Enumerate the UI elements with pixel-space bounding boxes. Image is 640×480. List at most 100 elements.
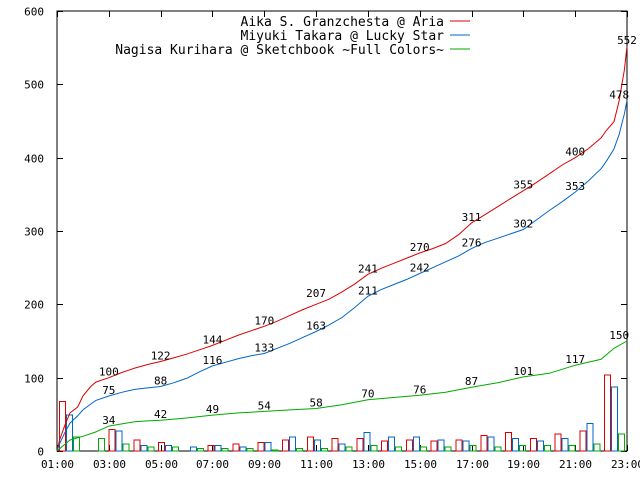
y-tick-label: 400 — [24, 153, 44, 166]
bar — [462, 440, 470, 452]
point-label: 70 — [361, 388, 374, 401]
point-label: 87 — [465, 375, 478, 388]
point-label: 163 — [306, 319, 326, 332]
bar — [313, 439, 321, 452]
bar — [140, 445, 148, 452]
x-tick-label: 01:00 — [41, 458, 74, 471]
x-tick-label: 23:00 — [611, 458, 640, 471]
bar — [395, 446, 403, 452]
point-label: 552 — [617, 34, 637, 47]
bar — [296, 448, 304, 452]
x-tick-label: 05:00 — [145, 458, 178, 471]
point-label: 75 — [102, 384, 115, 397]
bar-group — [59, 374, 626, 452]
bar — [257, 442, 265, 452]
bar — [505, 431, 513, 452]
series-line-0 — [56, 46, 628, 452]
point-label-group: 100 122 144 170 207 241 270 311 355 400 552 75 88 116… — [99, 34, 637, 427]
x-axis: 01:00 03:00 05:00 07:00 09:00 11:00 13:00 15:00… — [41, 11, 640, 471]
bar — [271, 449, 279, 452]
point-label: 170 — [254, 314, 274, 327]
point-label: 276 — [462, 237, 482, 250]
bar — [611, 386, 619, 452]
x-tick-label: 17:00 — [456, 458, 489, 471]
point-label: 49 — [206, 403, 219, 416]
bar — [487, 436, 495, 452]
bar — [108, 429, 116, 452]
y-tick-label: 100 — [24, 373, 44, 386]
bar — [561, 437, 569, 452]
point-label: 58 — [309, 396, 322, 409]
point-label: 117 — [565, 353, 585, 366]
point-label: 478 — [609, 88, 629, 101]
bar — [412, 436, 420, 452]
legend-label-1: Miyuki Takara @ Lucky Star — [241, 29, 445, 44]
bar — [214, 445, 222, 452]
bar — [207, 445, 215, 452]
bar — [239, 446, 247, 452]
point-label: 241 — [358, 262, 378, 275]
bar — [221, 448, 229, 452]
x-tick-label: 15:00 — [404, 458, 437, 471]
bar — [320, 448, 328, 452]
bar — [618, 433, 626, 452]
bar — [381, 440, 389, 452]
point-label: 133 — [254, 341, 274, 354]
bar — [289, 436, 297, 452]
bar — [59, 401, 66, 452]
point-label: 207 — [306, 287, 326, 300]
bar — [388, 436, 396, 452]
bar — [529, 437, 537, 452]
bar — [172, 446, 180, 452]
bar — [480, 434, 488, 452]
x-tick-label: 13:00 — [352, 458, 385, 471]
legend: Aika S. Granzchesta @ Aria Miyuki Takara… — [115, 15, 470, 58]
bar — [345, 446, 353, 452]
point-label: 353 — [565, 180, 585, 193]
bar — [543, 445, 551, 452]
bar — [232, 443, 240, 452]
bar — [430, 440, 438, 452]
bar — [519, 445, 527, 452]
y-tick-label: 300 — [24, 226, 44, 239]
point-label: 54 — [258, 399, 272, 412]
bar — [331, 437, 339, 452]
line-group — [56, 46, 628, 452]
point-label: 122 — [151, 350, 171, 363]
bar — [158, 442, 166, 452]
y-tick-label: 600 — [24, 6, 44, 19]
point-label: 311 — [462, 211, 482, 224]
bar — [97, 437, 105, 452]
bar — [196, 448, 204, 452]
bar — [455, 439, 463, 452]
bar — [419, 446, 427, 452]
bar — [586, 423, 594, 452]
series-line-1 — [56, 100, 628, 452]
y-tick-label: 500 — [24, 79, 44, 92]
bar — [593, 443, 601, 452]
bar — [579, 430, 587, 452]
bar — [133, 439, 141, 452]
legend-label-2: Nagisa Kurihara @ Sketchbook ~Full Color… — [115, 43, 444, 58]
y-tick-label: 0 — [37, 446, 44, 459]
x-tick-label: 07:00 — [196, 458, 229, 471]
point-label: 355 — [513, 179, 533, 192]
x-tick-label: 11:00 — [300, 458, 333, 471]
legend-entry: Aika S. Granzchesta @ Aria — [241, 15, 470, 30]
bar — [554, 433, 562, 452]
bar — [306, 436, 314, 452]
bar — [246, 448, 254, 452]
point-label: 211 — [358, 284, 378, 297]
point-label: 101 — [513, 365, 533, 378]
series-line-2 — [56, 340, 628, 452]
point-label: 400 — [565, 146, 585, 159]
bar — [494, 446, 502, 452]
point-label: 88 — [154, 374, 167, 387]
plot-frame — [56, 10, 628, 452]
point-label: 34 — [102, 414, 116, 427]
legend-label-0: Aika S. Granzchesta @ Aria — [241, 15, 445, 30]
bar — [512, 437, 520, 452]
bar — [264, 442, 272, 452]
